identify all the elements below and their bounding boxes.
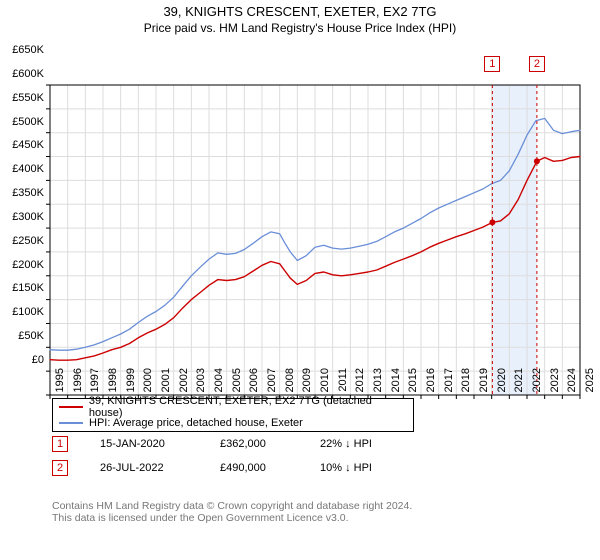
event-price: £490,000: [220, 462, 266, 474]
legend-label: HPI: Average price, detached house, Exet…: [89, 417, 303, 429]
y-tick-label: £450K: [2, 139, 44, 151]
x-tick-label: 2009: [301, 368, 313, 392]
legend-swatch: [59, 406, 83, 408]
event-delta: 10% ↓ HPI: [320, 462, 372, 474]
y-tick-label: £550K: [2, 92, 44, 104]
x-tick-label: 2011: [337, 368, 349, 392]
y-tick-label: £50K: [2, 330, 44, 342]
y-tick-label: £600K: [2, 68, 44, 80]
x-tick-label: 2025: [584, 368, 596, 392]
x-tick-label: 2008: [284, 368, 296, 392]
vline-marker: 2: [529, 56, 545, 72]
legend-swatch: [59, 422, 83, 424]
x-tick-label: 2007: [266, 368, 278, 392]
legend-box: 39, KNIGHTS CRESCENT, EXETER, EX2 7TG (d…: [52, 398, 414, 432]
event-marker: 1: [52, 436, 68, 452]
event-date: 15-JAN-2020: [100, 438, 165, 450]
y-tick-label: £150K: [2, 282, 44, 294]
x-tick-label: 1996: [72, 368, 84, 392]
x-tick-label: 2003: [195, 368, 207, 392]
x-tick-label: 2021: [513, 368, 525, 392]
chart-plot: [0, 35, 600, 560]
footer-attribution: Contains HM Land Registry data © Crown c…: [52, 500, 412, 524]
vline-marker: 1: [484, 56, 500, 72]
event-marker: 2: [52, 460, 68, 476]
x-tick-label: 2002: [178, 368, 190, 392]
footer-line: Contains HM Land Registry data © Crown c…: [52, 500, 412, 512]
y-tick-label: £0: [2, 354, 44, 366]
x-tick-label: 2020: [496, 368, 508, 392]
chart-title-block: 39, KNIGHTS CRESCENT, EXETER, EX2 7TG Pr…: [0, 0, 600, 35]
legend-row: 39, KNIGHTS CRESCENT, EXETER, EX2 7TG (d…: [53, 399, 413, 415]
x-tick-label: 2006: [248, 368, 260, 392]
y-tick-label: £300K: [2, 211, 44, 223]
x-tick-label: 1995: [54, 368, 66, 392]
footer-line: This data is licensed under the Open Gov…: [52, 512, 412, 524]
y-tick-label: £350K: [2, 187, 44, 199]
x-tick-label: 2017: [443, 368, 455, 392]
x-tick-label: 2024: [566, 368, 578, 392]
x-tick-label: 1998: [107, 368, 119, 392]
event-price: £362,000: [220, 438, 266, 450]
y-tick-label: £400K: [2, 163, 44, 175]
event-delta: 22% ↓ HPI: [320, 438, 372, 450]
x-tick-label: 2010: [319, 368, 331, 392]
y-tick-label: £100K: [2, 306, 44, 318]
legend-label: 39, KNIGHTS CRESCENT, EXETER, EX2 7TG (d…: [89, 395, 407, 419]
y-tick-label: £650K: [2, 44, 44, 56]
x-tick-label: 2016: [425, 368, 437, 392]
y-tick-label: £200K: [2, 259, 44, 271]
x-tick-label: 2015: [407, 368, 419, 392]
x-tick-label: 2012: [354, 368, 366, 392]
x-tick-label: 2022: [531, 368, 543, 392]
x-tick-label: 1999: [125, 368, 137, 392]
x-tick-label: 2000: [142, 368, 154, 392]
x-tick-label: 2014: [390, 368, 402, 392]
y-tick-label: £500K: [2, 116, 44, 128]
event-date: 26-JUL-2022: [100, 462, 164, 474]
x-tick-label: 2018: [460, 368, 472, 392]
x-tick-label: 2001: [160, 368, 172, 392]
chart-title: 39, KNIGHTS CRESCENT, EXETER, EX2 7TG: [0, 4, 600, 19]
x-tick-label: 2005: [231, 368, 243, 392]
x-tick-label: 2023: [549, 368, 561, 392]
x-tick-label: 2019: [478, 368, 490, 392]
x-tick-label: 2013: [372, 368, 384, 392]
x-tick-label: 1997: [89, 368, 101, 392]
chart-subtitle: Price paid vs. HM Land Registry's House …: [0, 21, 600, 35]
x-tick-label: 2004: [213, 368, 225, 392]
y-tick-label: £250K: [2, 235, 44, 247]
